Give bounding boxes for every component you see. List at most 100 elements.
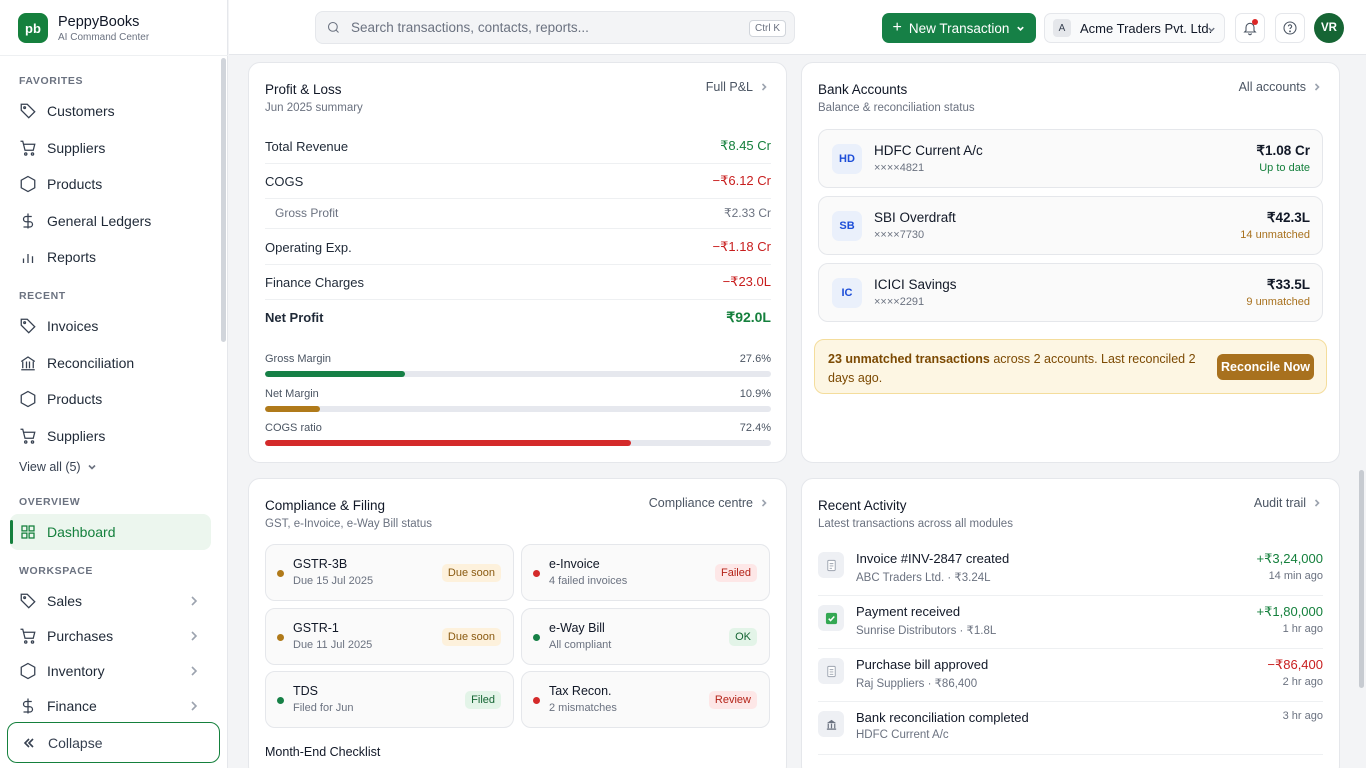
activity-item[interactable]: Invoice #INV-2847 created ABC Traders Lt… [818,543,1323,596]
activity-item[interactable]: Bank reconciliation completed HDFC Curre… [818,702,1323,755]
notifications-button[interactable] [1235,13,1265,43]
search-box[interactable]: Ctrl K [315,11,795,44]
bank-account-icici[interactable]: IC ICICI Savings ××××2291 ₹33.5L 9 unmat… [818,263,1323,322]
sidebar-item-suppliers[interactable]: Suppliers [19,136,204,160]
brand[interactable]: pb PeppyBooks AI Command Center [18,13,149,43]
bank-status: 9 unmatched [1246,296,1310,308]
document-icon [818,552,844,578]
pl-value: −₹1.18 Cr [712,239,772,254]
sidebar-item-reconciliation[interactable]: Reconciliation [19,351,204,375]
sidebar-item-general-ledgers[interactable]: General Ledgers [19,209,204,233]
compliance-sub: Due 15 Jul 2025 [293,575,374,587]
notification-dot [1252,19,1258,25]
bar-fill [265,440,632,446]
card-subtitle: Jun 2025 summary [265,102,363,114]
tag-icon [19,317,37,335]
bar-chart-icon [19,248,37,266]
bank-name: SBI Overdraft [874,210,956,225]
sidebar-item-finance[interactable]: Finance [19,694,204,718]
bank-number: ××××2291 [874,296,925,308]
compliance-sub: 2 mismatches [549,702,617,714]
sidebar-item-customers[interactable]: Customers [19,99,204,123]
sidebar-item-sales[interactable]: Sales [19,589,204,613]
receipt-icon [818,658,844,684]
sidebar-item-reports[interactable]: Reports [19,245,204,269]
compliance-name: Tax Recon. [549,684,612,698]
help-button[interactable] [1275,13,1305,43]
activity-amount: −₹86,400 [1267,657,1323,672]
user-avatar[interactable]: VR [1314,13,1344,43]
status-badge: Review [708,691,757,709]
bank-balance: ₹33.5L [1266,277,1310,292]
compliance-item-gstr3b[interactable]: GSTR-3B Due 15 Jul 2025 Due soon [265,544,514,601]
section-overview: OVERVIEW [19,496,81,508]
sidebar-item-label: Dashboard [47,524,116,540]
view-all-recent[interactable]: View all (5) [19,460,97,474]
bar-fill [265,371,405,377]
bank-account-hdfc[interactable]: HD HDFC Current A/c ××××4821 ₹1.08 Cr Up… [818,129,1323,188]
page-scrollbar[interactable] [1359,470,1364,688]
bank-status: 14 unmatched [1240,229,1310,241]
gross-margin-bar: Gross Margin 27.6% [265,353,771,377]
card-title: Recent Activity [818,498,907,513]
card-title: Profit & Loss [265,82,342,97]
collapse-button[interactable]: Collapse [7,722,220,763]
full-pl-link[interactable]: Full P&L [706,80,768,94]
activity-time: 1 hr ago [1282,623,1323,635]
link-label: Audit trail [1253,496,1306,510]
reconcile-now-button[interactable]: Reconcile Now [1217,354,1314,380]
section-favorites: FAVORITES [19,75,84,87]
chevron-right-icon [190,629,198,643]
search-shortcut: Ctrl K [749,20,786,37]
sidebar-item-label: Customers [47,103,115,119]
sidebar-item-inventory[interactable]: Inventory [19,659,204,683]
bank-code: SB [832,211,862,241]
sidebar-item-suppliers-recent[interactable]: Suppliers [19,424,204,448]
bank-name: ICICI Savings [874,277,957,292]
double-chevron-left-icon [23,737,34,748]
compliance-item-einvoice[interactable]: e-Invoice 4 failed invoices Failed [521,544,770,601]
chevron-right-icon [190,699,198,713]
new-transaction-button[interactable]: + New Transaction [882,13,1036,43]
chevron-right-icon [1314,83,1320,91]
compliance-centre-link[interactable]: Compliance centre [649,496,768,510]
sidebar-item-label: Invoices [47,318,99,334]
recent-activity-card: Recent Activity Latest transactions acro… [801,478,1340,768]
sidebar-item-label: General Ledgers [47,213,152,229]
section-workspace: WORKSPACE [19,565,94,577]
pl-value: ₹8.45 Cr [720,138,771,153]
bar-value: 10.9% [739,388,771,400]
chevron-down-icon [1017,26,1025,31]
audit-trail-link[interactable]: Audit trail [1254,496,1321,510]
chevron-right-icon [761,83,767,91]
activity-item[interactable]: Payment received Sunrise Distributors · … [818,596,1323,649]
compliance-sub: 4 failed invoices [549,575,628,587]
pl-label: Operating Exp. [265,239,352,255]
compliance-item-tax-recon[interactable]: Tax Recon. 2 mismatches Review [521,671,770,728]
bank-code: IC [832,278,862,308]
company-switcher[interactable]: A Acme Traders Pvt. Ltd. [1044,13,1225,43]
activity-amount: +₹3,24,000 [1256,551,1323,566]
alert-rest: across 2 accounts. Last reconciled 2 day… [828,352,1196,385]
all-accounts-link[interactable]: All accounts [1239,80,1321,94]
search-input[interactable] [351,20,731,35]
alert-bold: 23 unmatched transactions [828,352,990,366]
sidebar-item-label: Products [47,391,103,407]
sidebar-item-products-recent[interactable]: Products [19,387,204,411]
sidebar-scrollbar[interactable] [221,58,226,342]
sidebar-item-products[interactable]: Products [19,172,204,196]
compliance-item-tds[interactable]: TDS Filed for Jun Filed [265,671,514,728]
bank-accounts-card: Bank Accounts Balance & reconciliation s… [801,62,1340,463]
bar-value: 72.4% [739,422,771,434]
compliance-item-eway-bill[interactable]: e-Way Bill All compliant OK [521,608,770,665]
bank-account-sbi[interactable]: SB SBI Overdraft ××××7730 ₹42.3L 14 unma… [818,196,1323,255]
sidebar-item-purchases[interactable]: Purchases [19,624,204,648]
compliance-item-gstr1[interactable]: GSTR-1 Due 11 Jul 2025 Due soon [265,608,514,665]
sidebar-item-invoices[interactable]: Invoices [19,314,204,338]
cart-icon [19,139,37,157]
sidebar-item-dashboard[interactable]: Dashboard [10,514,211,550]
compliance-name: e-Invoice [549,557,600,571]
cart-icon [19,427,37,445]
pl-row-revenue: Total Revenue ₹8.45 Cr [265,129,771,164]
activity-item[interactable]: Purchase bill approved Raj Suppliers · ₹… [818,649,1323,702]
